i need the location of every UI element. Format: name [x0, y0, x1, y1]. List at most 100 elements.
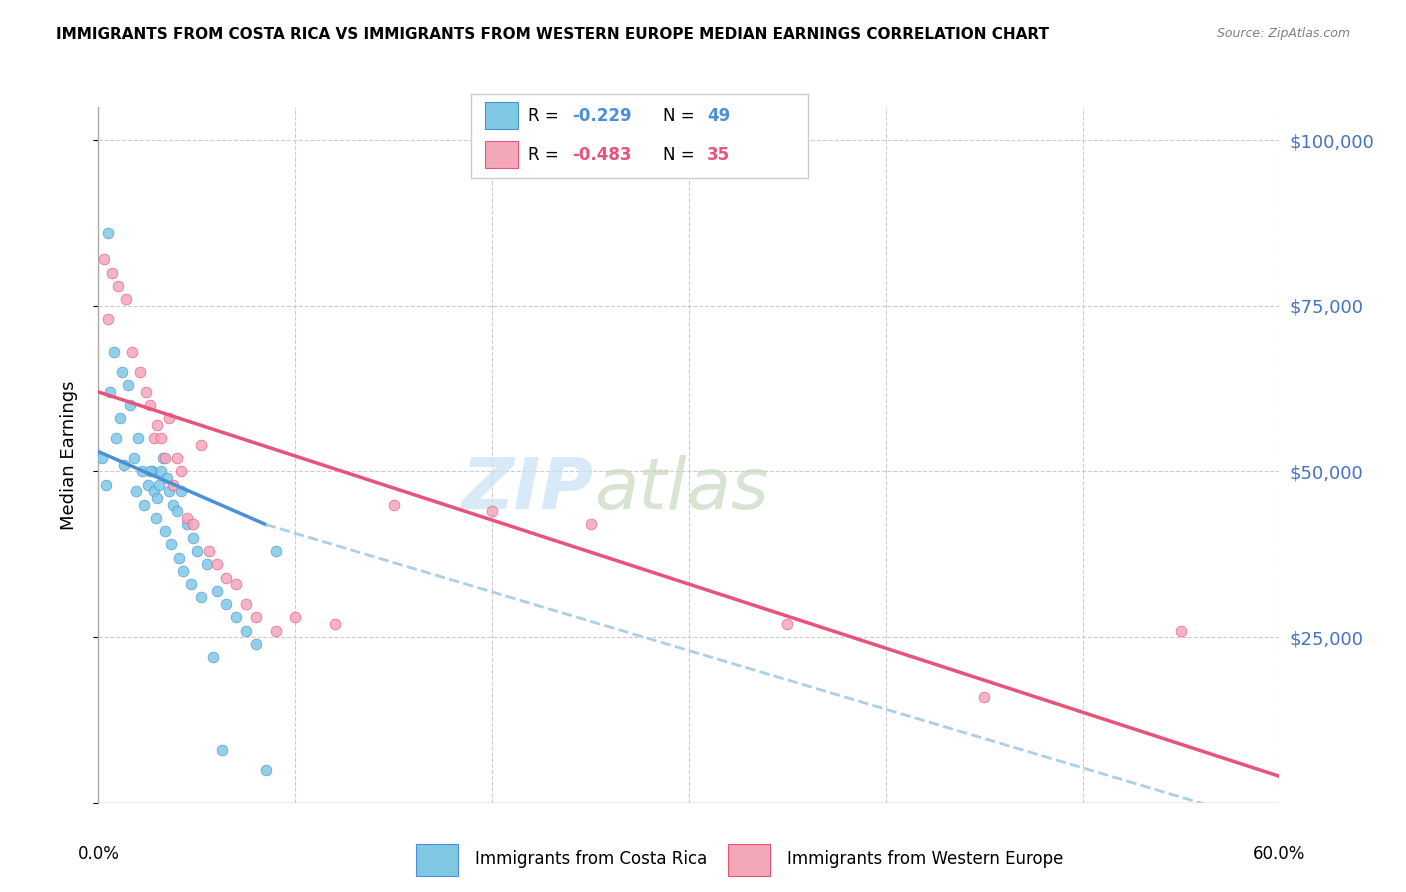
Point	[141, 465, 163, 479]
Point	[148, 477, 170, 491]
Text: 49: 49	[707, 107, 731, 125]
Point	[323, 616, 346, 631]
Text: ZIP: ZIP	[463, 455, 595, 524]
Text: 35: 35	[707, 145, 730, 163]
Point	[776, 616, 799, 631]
Point	[125, 484, 148, 499]
Point	[211, 743, 233, 757]
Point	[118, 398, 141, 412]
Point	[142, 431, 165, 445]
Point	[128, 365, 150, 379]
Point	[181, 531, 204, 545]
Point	[98, 384, 121, 399]
Point	[138, 398, 160, 412]
Point	[172, 564, 194, 578]
Text: N =: N =	[664, 145, 700, 163]
Point	[180, 577, 202, 591]
Text: 60.0%: 60.0%	[1253, 845, 1306, 863]
Text: Immigrants from Western Europe: Immigrants from Western Europe	[787, 849, 1064, 868]
Bar	[416, 844, 458, 876]
Point	[157, 484, 180, 499]
Point	[150, 465, 173, 479]
Point	[136, 477, 159, 491]
Text: R =: R =	[529, 145, 564, 163]
Point	[166, 504, 188, 518]
Point	[146, 491, 169, 505]
Point	[170, 465, 193, 479]
Text: -0.229: -0.229	[572, 107, 631, 125]
Point	[162, 498, 184, 512]
Point	[150, 431, 173, 445]
Point	[973, 690, 995, 704]
Point	[127, 431, 149, 445]
Text: Source: ZipAtlas.com: Source: ZipAtlas.com	[1216, 27, 1350, 40]
Point	[205, 583, 228, 598]
Point	[215, 570, 238, 584]
Point	[579, 517, 602, 532]
Point	[103, 345, 125, 359]
Point	[157, 411, 180, 425]
Point	[181, 517, 204, 532]
Bar	[485, 141, 519, 169]
Bar	[728, 844, 770, 876]
Point	[135, 384, 157, 399]
Point	[132, 498, 155, 512]
Text: N =: N =	[664, 107, 700, 125]
Point	[152, 451, 174, 466]
Point	[142, 484, 165, 499]
Point	[201, 650, 224, 665]
Point	[284, 610, 307, 624]
Point	[481, 504, 503, 518]
Point	[162, 477, 184, 491]
Text: IMMIGRANTS FROM COSTA RICA VS IMMIGRANTS FROM WESTERN EUROPE MEDIAN EARNINGS COR: IMMIGRANTS FROM COSTA RICA VS IMMIGRANTS…	[56, 27, 1049, 42]
Point	[167, 550, 190, 565]
Point	[105, 431, 128, 445]
Point	[138, 465, 160, 479]
Point	[254, 763, 277, 777]
Point	[264, 544, 287, 558]
Point	[195, 558, 218, 572]
Point	[146, 418, 169, 433]
Text: Immigrants from Costa Rica: Immigrants from Costa Rica	[475, 849, 707, 868]
Point	[197, 544, 219, 558]
Point	[112, 458, 135, 472]
Point	[235, 624, 257, 638]
Bar	[485, 103, 519, 129]
Text: 0.0%: 0.0%	[77, 845, 120, 863]
Point	[225, 610, 247, 624]
Point	[156, 471, 179, 485]
Point	[190, 438, 212, 452]
Point	[176, 511, 198, 525]
Point	[190, 591, 212, 605]
Point	[101, 266, 124, 280]
Text: atlas: atlas	[595, 455, 769, 524]
Point	[107, 279, 129, 293]
Point	[186, 544, 208, 558]
Point	[235, 597, 257, 611]
Point	[145, 511, 167, 525]
Point	[115, 292, 138, 306]
Point	[1170, 624, 1192, 638]
Y-axis label: Median Earnings: Median Earnings	[59, 380, 77, 530]
Point	[245, 637, 267, 651]
Point	[166, 451, 188, 466]
Point	[245, 610, 267, 624]
Point	[170, 484, 193, 499]
Point	[205, 558, 228, 572]
Point	[225, 577, 247, 591]
Point	[97, 312, 120, 326]
Point	[264, 624, 287, 638]
Point	[176, 517, 198, 532]
Text: R =: R =	[529, 107, 564, 125]
Point	[108, 411, 131, 425]
Point	[121, 345, 143, 359]
Point	[122, 451, 145, 466]
Text: -0.483: -0.483	[572, 145, 631, 163]
Point	[117, 378, 139, 392]
Point	[91, 451, 114, 466]
Point	[160, 537, 183, 551]
Point	[96, 477, 118, 491]
Point	[382, 498, 405, 512]
Point	[155, 451, 177, 466]
Point	[97, 226, 120, 240]
